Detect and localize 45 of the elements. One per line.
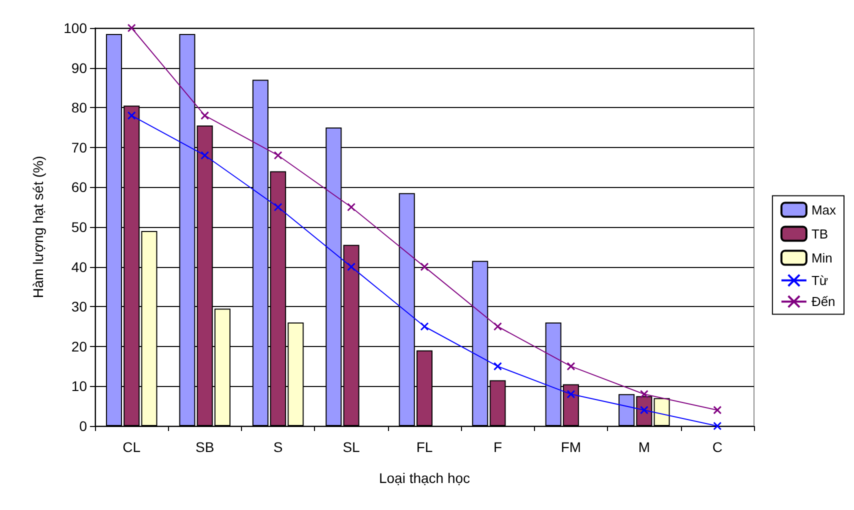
y-tick-label: 30: [71, 298, 88, 315]
point: [127, 111, 136, 120]
x-tick-label: M: [638, 439, 650, 455]
point: [347, 262, 356, 272]
x-tick-label: SB: [195, 439, 214, 455]
point: [200, 111, 210, 120]
point: [420, 322, 429, 331]
point: [713, 422, 722, 430]
y-tick-label: 10: [71, 378, 88, 394]
x-tick-label: FL: [416, 439, 433, 455]
point: [420, 262, 429, 272]
point: [566, 390, 576, 398]
y-tick-label: 0: [79, 418, 88, 434]
legend-label: Từ: [811, 272, 828, 288]
point: [274, 202, 282, 212]
legend-label: Min: [811, 250, 832, 266]
y-tick-label: 70: [71, 139, 88, 156]
point: [127, 24, 136, 32]
x-tick-label: FM: [560, 439, 582, 455]
point: [640, 390, 648, 398]
y-tick-label: 60: [71, 179, 88, 196]
bar: [654, 398, 670, 426]
x-tick-label: SL: [342, 439, 360, 455]
y-tick-label: 90: [71, 60, 88, 76]
x-axis-title: Loại thạch học: [378, 470, 470, 486]
point: [274, 151, 282, 160]
y-axis-title: Hàm lượng hạt sét (%): [30, 156, 46, 298]
y-tick-label: 20: [71, 338, 88, 354]
legend-label: Đến: [811, 294, 836, 310]
y-tick-label: 80: [71, 100, 88, 116]
point: [493, 322, 502, 331]
point: [493, 362, 502, 371]
x-tick-label: CL: [122, 439, 141, 455]
y-tick-label: 50: [71, 219, 88, 235]
point: [713, 406, 722, 414]
point: [347, 202, 356, 212]
x-tick-label: C: [712, 439, 722, 455]
legend-label: Max: [811, 202, 836, 218]
x-tick-label: F: [493, 439, 502, 455]
x-tick-label: S: [273, 439, 283, 455]
point: [566, 362, 576, 371]
legend-label: TB: [811, 226, 828, 242]
y-tick-label: 100: [64, 20, 88, 36]
y-tick-label: 40: [71, 258, 88, 275]
point: [200, 151, 210, 160]
